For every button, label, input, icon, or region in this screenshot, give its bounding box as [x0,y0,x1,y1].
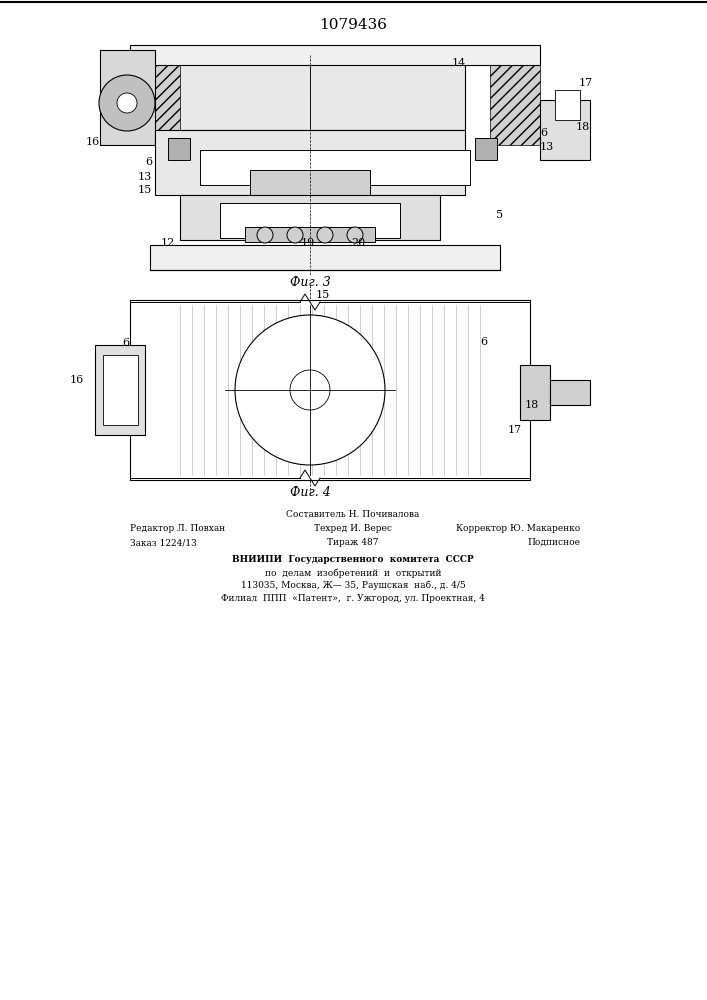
Text: 17: 17 [508,425,522,435]
Bar [550,380,590,405]
Text: 13: 13 [138,172,152,182]
Circle shape [287,227,303,243]
Text: Филиал  ППП  «Патент»,  г. Ужгород, ул. Проектная, 4: Филиал ППП «Патент», г. Ужгород, ул. Про… [221,594,485,603]
Text: 6: 6 [480,337,487,347]
Bar [103,355,138,425]
Text: Фиг. 4: Фиг. 4 [290,486,330,498]
Bar [540,100,590,160]
Circle shape [117,93,137,113]
Text: по  делам  изобретений  и  открытий: по делам изобретений и открытий [264,568,441,578]
Circle shape [257,227,273,243]
Text: 12: 12 [160,238,175,248]
Text: Корректор Ю. Макаренко: Корректор Ю. Макаренко [456,524,580,533]
Bar [200,150,470,185]
Bar [130,45,540,65]
Text: 14: 14 [452,58,466,68]
Bar [490,60,540,145]
Circle shape [99,75,155,131]
Circle shape [347,227,363,243]
Text: 15: 15 [316,290,330,300]
Text: 13: 13 [540,142,554,152]
Bar [100,50,155,145]
Bar [130,60,180,145]
Text: Подписное: Подписное [527,538,580,547]
Bar [130,300,530,480]
Text: 113035, Москва, Ж— 35, Раушская  наб., д. 4/5: 113035, Москва, Ж— 35, Раушская наб., д.… [240,581,465,590]
Bar [250,170,370,200]
Text: 5: 5 [496,210,503,220]
Text: 6: 6 [122,338,129,348]
Text: 1079436: 1079436 [319,18,387,32]
Bar [150,245,500,270]
Text: Фиг. 3: Фиг. 3 [290,275,330,288]
Bar [110,50,530,280]
Bar [220,203,400,238]
Bar [168,138,190,160]
Text: 18: 18 [525,400,539,410]
Text: 6: 6 [145,157,152,167]
Bar [180,195,440,240]
Text: 17: 17 [579,78,593,88]
Bar [95,345,145,435]
Text: Техред И. Верес: Техред И. Верес [314,524,392,533]
Text: 18: 18 [576,122,590,132]
Bar [475,138,497,160]
Circle shape [317,227,333,243]
Text: 16: 16 [86,137,100,147]
Text: Тираж 487: Тираж 487 [327,538,379,547]
Text: Заказ 1224/13: Заказ 1224/13 [130,538,197,547]
Bar [155,55,465,130]
Text: Составитель Н. Почивалова: Составитель Н. Почивалова [286,510,420,519]
Circle shape [290,370,330,410]
Text: ВНИИПИ  Государственного  комитета  СССР: ВНИИПИ Государственного комитета СССР [232,555,474,564]
Text: Редактор Л. Повхан: Редактор Л. Повхан [130,524,226,533]
Text: 19: 19 [300,238,315,248]
Text: 15: 15 [138,185,152,195]
Bar [275,195,345,215]
Circle shape [235,315,385,465]
Bar [520,365,550,420]
Text: 20: 20 [351,238,365,248]
Bar [555,90,580,120]
Text: 6: 6 [540,128,547,138]
Text: 16: 16 [70,375,84,385]
Bar [245,227,375,242]
Bar [155,130,465,195]
